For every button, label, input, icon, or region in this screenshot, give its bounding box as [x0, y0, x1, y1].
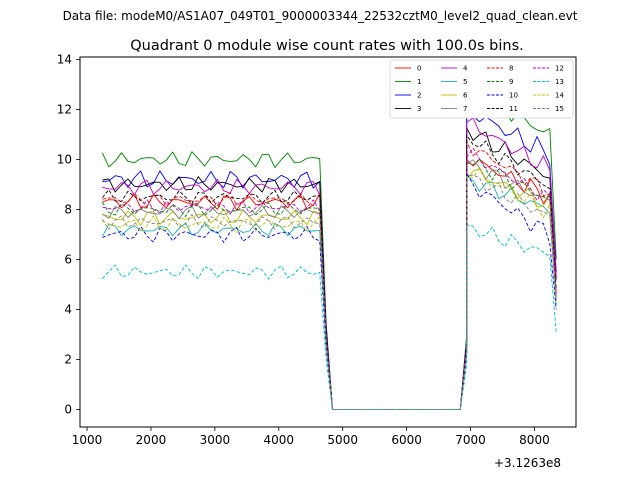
y-tick-label: 0 [64, 403, 72, 417]
legend-label-14: 14 [555, 92, 564, 100]
x-tick-label: 2000 [136, 433, 167, 447]
x-tick-label: 6000 [391, 433, 422, 447]
legend-label-1: 1 [417, 78, 421, 86]
y-tick-label: 8 [64, 203, 72, 217]
x-tick-label: 5000 [327, 433, 358, 447]
series-line-4 [102, 117, 557, 410]
legend-label-0: 0 [417, 65, 421, 73]
legend-label-12: 12 [555, 65, 564, 73]
legend-label-6: 6 [463, 92, 468, 100]
series-line-6 [102, 168, 557, 410]
legend-label-11: 11 [509, 105, 518, 113]
x-tick-label: 4000 [264, 433, 295, 447]
legend-label-9: 9 [509, 78, 513, 86]
series-line-13 [102, 224, 557, 410]
y-tick-label: 2 [64, 353, 72, 367]
legend-label-15: 15 [555, 105, 564, 113]
plot-frame [79, 56, 577, 428]
legend-label-4: 4 [463, 65, 468, 73]
x-tick-label: 3000 [200, 433, 231, 447]
x-tick-label: 8000 [519, 433, 550, 447]
series-line-7 [102, 159, 557, 410]
series-layer [101, 87, 557, 410]
legend-label-13: 13 [555, 78, 564, 86]
y-tick-label: 6 [64, 253, 72, 267]
y-tick-label: 14 [57, 53, 72, 67]
series-line-15 [102, 174, 557, 410]
legend-label-2: 2 [417, 92, 421, 100]
x-offset-label: +3.1263e8 [494, 456, 561, 470]
x-axis: 1000 2000 3000 4000 5000 6000 7000 8000 [72, 427, 550, 447]
y-tick-label: 12 [57, 103, 72, 117]
x-tick-label: 7000 [455, 433, 486, 447]
legend-frame [389, 59, 574, 119]
legend-label-10: 10 [509, 92, 518, 100]
series-line-12 [102, 147, 557, 410]
y-tick-label: 10 [57, 153, 72, 167]
series-line-3 [102, 127, 557, 410]
y-tick-label: 4 [64, 303, 72, 317]
legend-label-3: 3 [417, 105, 421, 113]
legend-label-8: 8 [509, 65, 513, 73]
x-tick-label: 1000 [72, 433, 103, 447]
series-line-11 [102, 134, 557, 410]
series-line-2 [102, 98, 557, 410]
chart-title: Quadrant 0 module wise count rates with … [130, 38, 524, 54]
series-line-5 [102, 175, 557, 410]
legend-label-7: 7 [463, 105, 467, 113]
suptitle: Data file: modeM0/AS1A07_049T01_90000033… [63, 9, 578, 23]
legend-label-5: 5 [463, 78, 467, 86]
y-axis: 0 2 4 6 8 10 12 14 [57, 53, 80, 417]
series-line-8 [102, 141, 557, 410]
